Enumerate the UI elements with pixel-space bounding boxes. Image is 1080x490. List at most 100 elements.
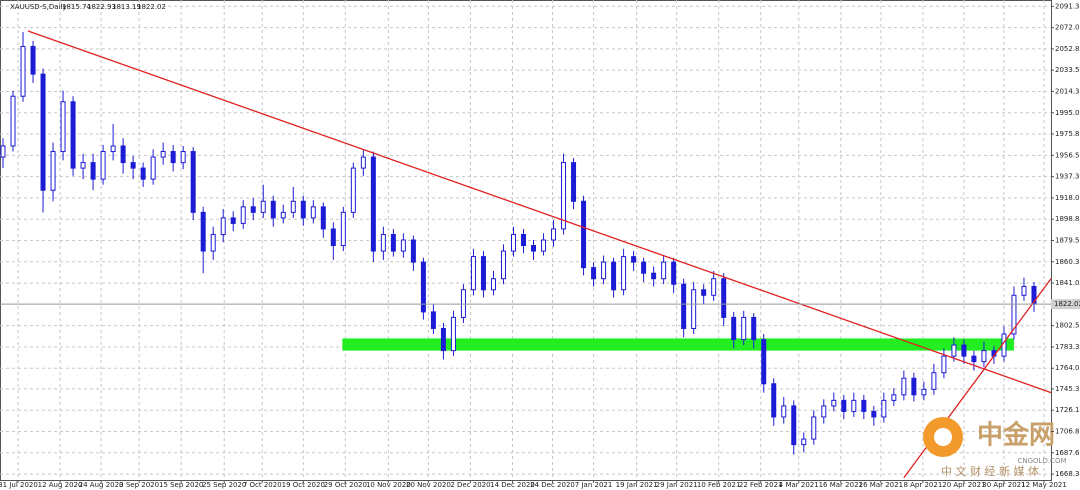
- candle-body: [370, 156, 376, 252]
- candle-body: [911, 377, 917, 396]
- y-tick-label: 1745.35: [1055, 385, 1080, 393]
- candle-body: [561, 162, 567, 230]
- x-tick-label: 2 Dec 2020: [450, 481, 490, 489]
- x-tick-label: 8 Apr 2021: [903, 481, 942, 489]
- candle-body: [40, 73, 46, 191]
- candle-body: [470, 256, 476, 291]
- candle-body: [200, 211, 206, 252]
- candle-body: [270, 200, 276, 219]
- watermark-slogan: 中 文 财 经 新 媒 体: [941, 464, 1039, 478]
- x-tick-label: 29 Oct 2020: [324, 481, 367, 489]
- candle-body: [941, 355, 947, 374]
- y-tick-label: 1956.55: [1055, 151, 1080, 159]
- candle-body: [701, 289, 707, 296]
- x-tick-label: 20 Nov 2020: [406, 481, 451, 489]
- candle-body: [541, 239, 547, 252]
- header-open: 1815.74: [62, 3, 91, 11]
- candle-body: [110, 145, 116, 153]
- candle-body: [350, 167, 356, 213]
- candle-body: [1011, 294, 1017, 335]
- candle-body: [130, 162, 136, 169]
- candle-body: [921, 388, 927, 396]
- last-price-label: 1822.02: [1054, 300, 1080, 308]
- y-tick-label: 1995.05: [1055, 109, 1080, 117]
- candle-body: [791, 405, 797, 446]
- candle-body: [551, 228, 557, 241]
- x-tick-label: 16 Mar 2021: [819, 481, 863, 489]
- candle-body: [520, 233, 526, 247]
- candle-body: [651, 272, 657, 280]
- candle-body: [1021, 285, 1027, 296]
- candle-body: [631, 256, 637, 263]
- logo-inner: [934, 428, 952, 446]
- candle-body: [841, 399, 847, 412]
- candle-body: [611, 261, 617, 291]
- y-tick-label: 1937.30: [1055, 173, 1080, 181]
- candle-body: [621, 256, 627, 291]
- watermark: 中金网 CNGOLD.COM 中 文 财 经 新 媒 体: [923, 417, 1067, 478]
- candle-body: [410, 239, 416, 263]
- candle-body: [591, 267, 597, 280]
- candle-body: [400, 239, 406, 252]
- candle-body: [931, 372, 937, 390]
- last-price-box: [1051, 299, 1080, 310]
- support-zone: [342, 338, 1014, 351]
- candle-body: [160, 151, 166, 158]
- candle-body: [881, 399, 887, 418]
- candle-body: [871, 410, 877, 418]
- candle-body: [490, 278, 496, 291]
- x-tick-label: 31 Jul 2020: [0, 481, 38, 489]
- candle-body: [961, 344, 967, 357]
- candle-body: [260, 200, 266, 213]
- candle-body: [90, 162, 96, 180]
- candle-body: [170, 151, 176, 164]
- x-tick-label: 7 Oct 2020: [243, 481, 282, 489]
- grid: [0, 0, 1051, 480]
- y-tick-label: 1802.55: [1055, 322, 1080, 330]
- candle-body: [380, 233, 386, 252]
- y-tick-label: 1706.85: [1055, 428, 1080, 436]
- header-close: 1822.02: [137, 3, 166, 11]
- candle-body: [851, 399, 857, 412]
- candle-body: [100, 151, 106, 180]
- x-tick-label: 29 Jan 2021: [656, 481, 698, 489]
- x-tick-label: 14 Dec 2020: [490, 481, 535, 489]
- candle-body: [320, 206, 326, 230]
- x-tick-label: 30 Apr 2021: [982, 481, 1025, 489]
- x-tick-label: 4 Mar 2021: [779, 481, 819, 489]
- candle-body: [831, 399, 837, 407]
- x-tick-label: 19 Jan 2021: [616, 481, 658, 489]
- y-tick-label: 1841.05: [1055, 279, 1080, 287]
- candle-body: [10, 95, 16, 147]
- y-tick-label: 1975.80: [1055, 130, 1080, 138]
- x-tick-label: 19 Oct 2020: [282, 481, 325, 489]
- candle-body: [971, 355, 977, 363]
- x-tick-label: 12 Aug 2020: [38, 481, 83, 489]
- candle-body: [80, 162, 86, 169]
- candle-body: [420, 261, 426, 313]
- candle-body: [711, 278, 717, 296]
- candle-body: [661, 261, 667, 280]
- candle-body: [891, 394, 897, 401]
- candle-body: [500, 250, 506, 280]
- x-tick-label: 3 Sep 2020: [119, 481, 159, 489]
- candle-body: [290, 200, 296, 213]
- y-tick-label: 2091.30: [1055, 2, 1080, 10]
- candle-body: [681, 283, 687, 329]
- candle-body: [751, 316, 757, 341]
- candle-body: [430, 311, 436, 329]
- candle-body: [50, 151, 56, 191]
- x-tick-label: 10 Nov 2020: [366, 481, 411, 489]
- candle-body: [280, 211, 286, 219]
- x-tick-label: 20 Apr 2021: [942, 481, 985, 489]
- candle-body: [120, 145, 126, 164]
- candle-body: [721, 278, 727, 318]
- x-tick-label: 24 Aug 2020: [79, 481, 124, 489]
- candle-body: [70, 101, 76, 169]
- candle-body: [190, 151, 196, 213]
- x-tick-label: 7 Jan 2021: [575, 481, 613, 489]
- candle-body: [671, 261, 677, 285]
- candle-body: [360, 156, 366, 169]
